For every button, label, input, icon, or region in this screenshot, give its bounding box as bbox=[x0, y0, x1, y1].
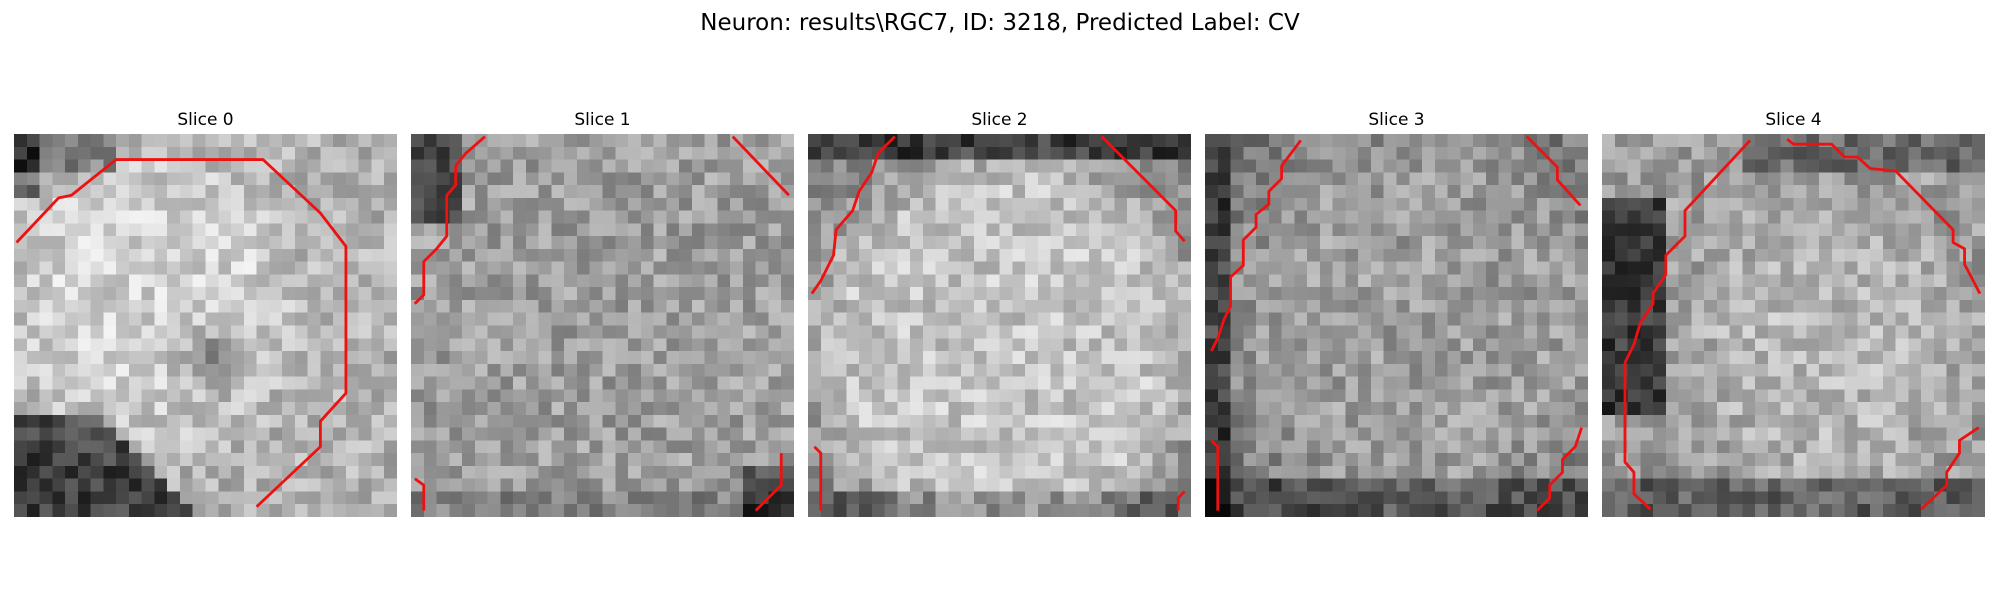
slice-panel-1: Slice 1 bbox=[411, 108, 794, 517]
slice-image-0 bbox=[14, 134, 397, 517]
contour-line bbox=[754, 453, 783, 512]
slice-title-3: Slice 3 bbox=[1368, 110, 1425, 130]
slice-title-1: Slice 1 bbox=[574, 110, 631, 130]
contour-line bbox=[1920, 426, 1980, 511]
slice-title-4: Slice 4 bbox=[1765, 110, 1822, 130]
slice-image-1 bbox=[411, 134, 794, 517]
contour-line bbox=[1623, 362, 1652, 511]
pixel-grid bbox=[808, 134, 1191, 517]
contour-line bbox=[731, 135, 790, 197]
figure-title: Neuron: results\RGC7, ID: 3218, Predicte… bbox=[700, 10, 1300, 36]
contour-line bbox=[1525, 135, 1582, 207]
contour-line bbox=[413, 135, 486, 305]
contour-line bbox=[15, 158, 348, 508]
contour-line bbox=[813, 445, 823, 511]
contour-line bbox=[810, 135, 896, 295]
contour-line bbox=[1786, 138, 1982, 295]
pixel-grid bbox=[1602, 134, 1985, 517]
contour-line bbox=[1210, 439, 1220, 511]
slice-panel-2: Slice 2 bbox=[808, 108, 1191, 517]
slice-image-3 bbox=[1205, 134, 1588, 517]
slice-title-2: Slice 2 bbox=[971, 110, 1028, 130]
pixel-grid bbox=[14, 134, 397, 517]
contour-line bbox=[1623, 139, 1752, 364]
contour-line bbox=[414, 477, 426, 511]
slice-panel-3: Slice 3 bbox=[1205, 108, 1588, 517]
pixel-grid bbox=[1205, 134, 1588, 517]
contour-line bbox=[1210, 139, 1302, 352]
contour-line bbox=[1176, 490, 1186, 511]
slice-panel-0: Slice 0 bbox=[14, 108, 397, 517]
contour-line bbox=[1535, 427, 1583, 512]
slice-panel-4: Slice 4 bbox=[1602, 108, 1985, 517]
slice-title-0: Slice 0 bbox=[177, 110, 234, 130]
pixel-grid bbox=[411, 134, 794, 517]
slice-image-4 bbox=[1602, 134, 1985, 517]
slice-image-2 bbox=[808, 134, 1191, 517]
contour-line bbox=[1100, 135, 1186, 243]
